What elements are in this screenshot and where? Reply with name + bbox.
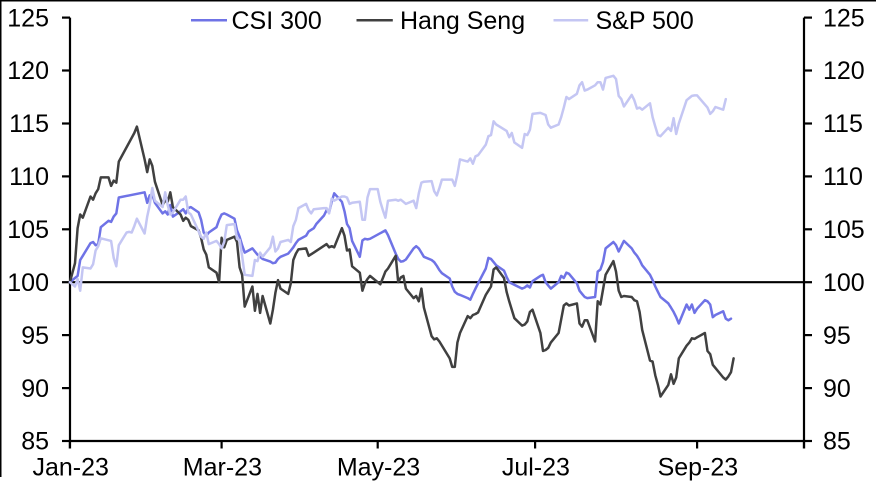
svg-text:85: 85 [823,428,851,456]
svg-text:120: 120 [823,57,865,85]
svg-text:Hang Seng: Hang Seng [400,7,525,35]
svg-text:110: 110 [9,163,49,191]
svg-text:Sep-23: Sep-23 [658,454,739,482]
svg-text:85: 85 [21,428,49,456]
svg-text:90: 90 [823,375,851,403]
svg-text:95: 95 [21,322,49,350]
svg-text:100: 100 [823,269,865,297]
svg-text:Mar-23: Mar-23 [183,454,262,482]
svg-text:125: 125 [7,4,49,32]
svg-text:115: 115 [9,110,49,138]
svg-text:CSI 300: CSI 300 [232,7,322,35]
svg-text:Jan-23: Jan-23 [32,454,108,482]
svg-text:Jul-23: Jul-23 [502,454,570,482]
svg-text:90: 90 [21,375,49,403]
svg-text:115: 115 [823,110,863,138]
svg-text:S&P 500: S&P 500 [596,7,694,35]
svg-text:May-23: May-23 [337,454,420,482]
svg-text:120: 120 [7,57,49,85]
svg-text:100: 100 [7,269,49,297]
svg-text:105: 105 [7,216,49,244]
svg-text:110: 110 [823,163,863,191]
svg-text:105: 105 [823,216,865,244]
svg-text:125: 125 [823,4,865,32]
svg-text:95: 95 [823,322,851,350]
